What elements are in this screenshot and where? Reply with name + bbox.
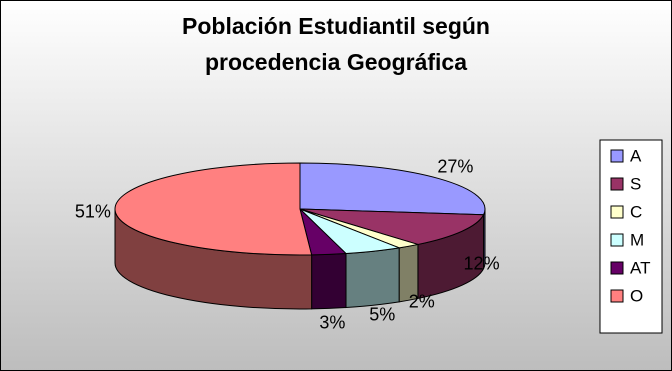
legend-swatch	[610, 149, 624, 163]
pie-slice	[299, 162, 486, 216]
data-label: 2%	[409, 292, 435, 312]
legend-label: A	[630, 146, 642, 165]
legend-swatch	[610, 205, 624, 219]
legend-label: S	[630, 174, 641, 193]
legend-swatch	[610, 177, 624, 191]
data-label: 51%	[75, 201, 111, 221]
data-label: 27%	[437, 157, 473, 177]
pie-side	[345, 247, 400, 309]
chart-title: Población Estudiantil según	[182, 13, 490, 39]
legend-label: O	[630, 286, 643, 305]
legend-swatch	[610, 261, 624, 275]
legend-swatch	[610, 289, 624, 303]
data-label: 5%	[369, 304, 395, 324]
pie-slice	[114, 162, 313, 256]
pie-slice	[299, 208, 485, 245]
pie-side	[311, 253, 347, 310]
chart-title: procedencia Geográfica	[205, 49, 467, 75]
legend-label: C	[630, 202, 642, 221]
data-label: 3%	[319, 312, 345, 332]
legend-swatch	[610, 233, 624, 247]
legend-label: AT	[630, 258, 650, 277]
data-label: 12%	[464, 254, 500, 274]
legend-label: M	[630, 230, 644, 249]
legend	[599, 139, 663, 334]
